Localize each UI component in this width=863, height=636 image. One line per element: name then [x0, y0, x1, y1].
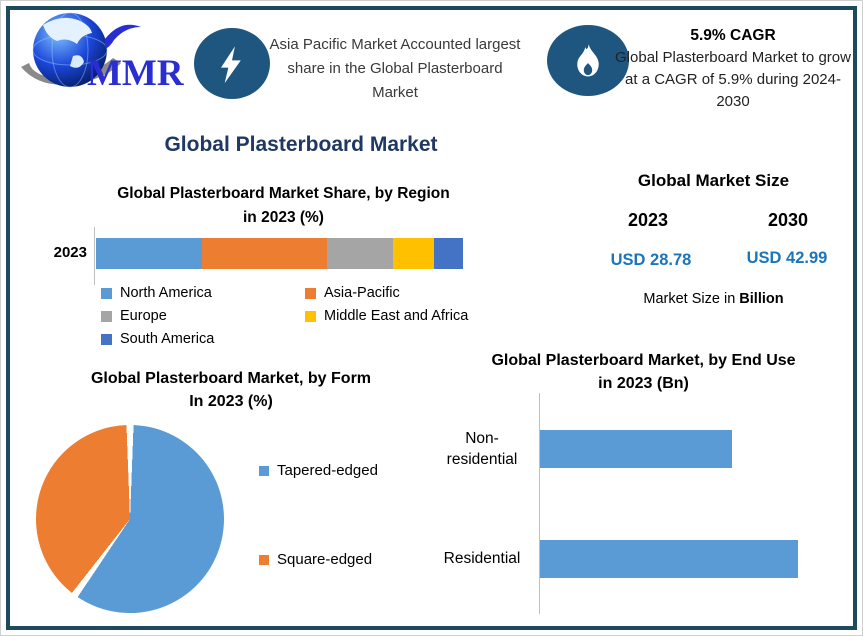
market-size-value-2023: USD 28.78 [610, 251, 692, 269]
legend-label: Asia-Pacific [324, 285, 400, 301]
form-pie [36, 425, 224, 613]
region-chart-title-line1: Global Plasterboard Market Share, by Reg… [117, 185, 450, 202]
end-use-bar [540, 430, 732, 468]
market-size-year-2023: 2023 [627, 210, 669, 230]
legend-swatch [259, 465, 269, 476]
cagr-block: 5.9% CAGR Global Plasterboard Market to … [615, 25, 851, 113]
form-chart-title-line1: Global Plasterboard Market, by Form [90, 370, 372, 387]
region-category-label: 2023 [53, 244, 87, 261]
footnote-bold: Billion [739, 291, 784, 307]
legend-swatch [305, 310, 316, 322]
legend-swatch [101, 333, 112, 345]
lightning-badge [194, 28, 270, 99]
region-legend-item: Middle East and Africa [305, 307, 491, 325]
legend-label: Europe [120, 308, 167, 324]
region-stacked-bar [96, 238, 463, 269]
legend-swatch [305, 287, 316, 299]
market-size-title: Global Market Size [637, 171, 790, 190]
legend-label: Tapered-edged [277, 462, 378, 479]
cagr-title: 5.9% CAGR [690, 27, 776, 44]
region-segment-south-america [433, 238, 463, 269]
page-title: Global Plasterboard Market [164, 133, 438, 156]
region-segment-europe [327, 238, 394, 269]
region-legend-item: Asia-Pacific [305, 284, 491, 302]
region-legend: North America Asia-Pacific Europe Middle Ea… [101, 284, 491, 348]
region-segment-north-america [96, 238, 203, 269]
legend-label: South America [120, 331, 215, 347]
form-chart-title-line2: In 2023 (%) [189, 393, 273, 410]
region-legend-item: South America [101, 330, 305, 348]
logo-text: MMR [87, 53, 185, 94]
end-use-chart-title-line1: Global Plasterboard Market, by End Use [491, 352, 796, 369]
end-use-chart-title-line2: in 2023 (Bn) [598, 375, 689, 392]
market-size-value-2030: USD 42.99 [746, 249, 828, 267]
region-legend-item: North America [101, 284, 305, 302]
market-size-year-2030: 2030 [767, 210, 809, 230]
legend-swatch [101, 287, 112, 299]
legend-label: Middle East and Africa [324, 308, 469, 324]
end-use-category-residential: Residential [443, 550, 521, 567]
legend-swatch [101, 310, 112, 322]
end-use-bar [540, 540, 798, 578]
cagr-text: Global Plasterboard Market to grow at a … [615, 49, 851, 110]
region-axis-line [94, 227, 95, 285]
end-use-chart-title: Global Plasterboard Market, by End Use i… [456, 349, 831, 395]
footnote-prefix: Market Size in [643, 291, 740, 307]
highlight-text: Asia Pacific Market Accounted largest sh… [269, 36, 521, 101]
flame-badge [547, 25, 629, 96]
region-segment-asia-pacific [202, 238, 328, 269]
legend-swatch [259, 554, 269, 565]
legend-label: North America [120, 285, 212, 301]
market-size-footnote: Market Size in Billion [596, 291, 831, 307]
region-chart-title-line2: in 2023 (%) [243, 209, 324, 226]
legend-label: Square-edged [277, 551, 373, 568]
region-legend-item: Europe [101, 307, 305, 325]
form-legend-item: Square-edged [259, 551, 419, 568]
region-segment-middle-east-and-africa [393, 238, 434, 269]
region-chart-title: Global Plasterboard Market Share, by Reg… [81, 182, 486, 230]
form-chart-title: Global Plasterboard Market, by Form In 2… [31, 367, 431, 413]
end-use-axis-line [539, 393, 540, 614]
flame-icon [577, 43, 599, 76]
globe-logo-icon: MMR [21, 12, 185, 94]
mmr-logo: MMR [15, 7, 193, 103]
form-legend: Tapered-edged Square-edged [259, 462, 419, 635]
end-use-category-non-residential: Non-residential [446, 430, 518, 468]
lightning-icon [221, 45, 241, 83]
form-legend-item: Tapered-edged [259, 462, 419, 479]
